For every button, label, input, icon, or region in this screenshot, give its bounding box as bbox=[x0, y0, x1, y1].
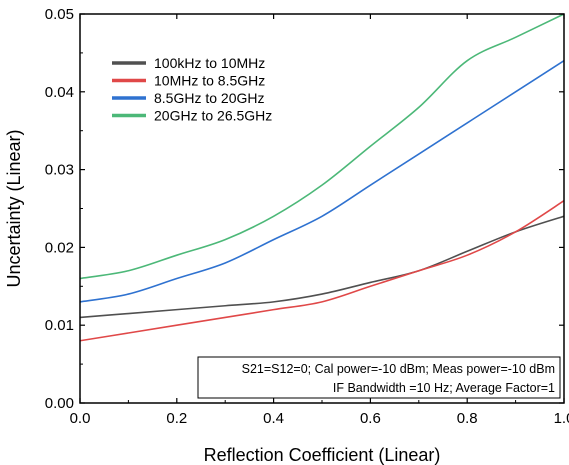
y-tick-label: 0.02 bbox=[45, 239, 74, 256]
legend-label-2: 10MHz to 8.5GHz bbox=[154, 73, 265, 89]
series-layer bbox=[79, 13, 565, 342]
y-tick-label: 0.03 bbox=[45, 162, 74, 179]
legend-label-3: 8.5GHz to 20GHz bbox=[154, 90, 265, 106]
series-line-4 bbox=[79, 13, 565, 280]
y-tick-label: 0.01 bbox=[45, 317, 74, 334]
y-tick-label: 0.00 bbox=[45, 395, 74, 412]
y-tick-label: 0.05 bbox=[45, 6, 74, 23]
x-tick-label: 0.2 bbox=[166, 410, 187, 427]
x-tick-label: 0.4 bbox=[263, 410, 284, 427]
x-tick-label: 0.6 bbox=[360, 410, 381, 427]
x-tick-label: 0.8 bbox=[457, 410, 478, 427]
x-axis-title: Reflection Coefficient (Linear) bbox=[204, 445, 441, 465]
series-line-3 bbox=[79, 60, 565, 303]
legend-label-1: 100kHz to 10MHz bbox=[154, 55, 265, 71]
annotation-frame bbox=[197, 356, 561, 399]
annotation-line-1: S21=S12=0; Cal power=-10 dBm; Meas power… bbox=[242, 362, 555, 376]
annotation-line-2: IF Bandwidth =10 Hz; Average Factor=1 bbox=[333, 381, 555, 395]
series-line-2 bbox=[79, 200, 565, 342]
plot-frame bbox=[79, 13, 565, 404]
x-tick-label: 1.0 bbox=[554, 410, 569, 427]
annotation-box: S21=S12=0; Cal power=-10 dBm; Meas power… bbox=[197, 356, 561, 399]
y-axis-title: Uncertainty (Linear) bbox=[4, 129, 24, 287]
series-line-1 bbox=[79, 215, 565, 319]
y-tick-label: 0.04 bbox=[45, 84, 74, 101]
axes-layer: 0.0 0.2 0.4 0.6 0.8 1.0 0.00 0.01 0.02 0.03 0.04 0.… bbox=[45, 6, 569, 427]
legend-label-4: 20GHz to 26.5GHz bbox=[154, 108, 272, 124]
x-tick-label: 0.0 bbox=[70, 410, 91, 427]
